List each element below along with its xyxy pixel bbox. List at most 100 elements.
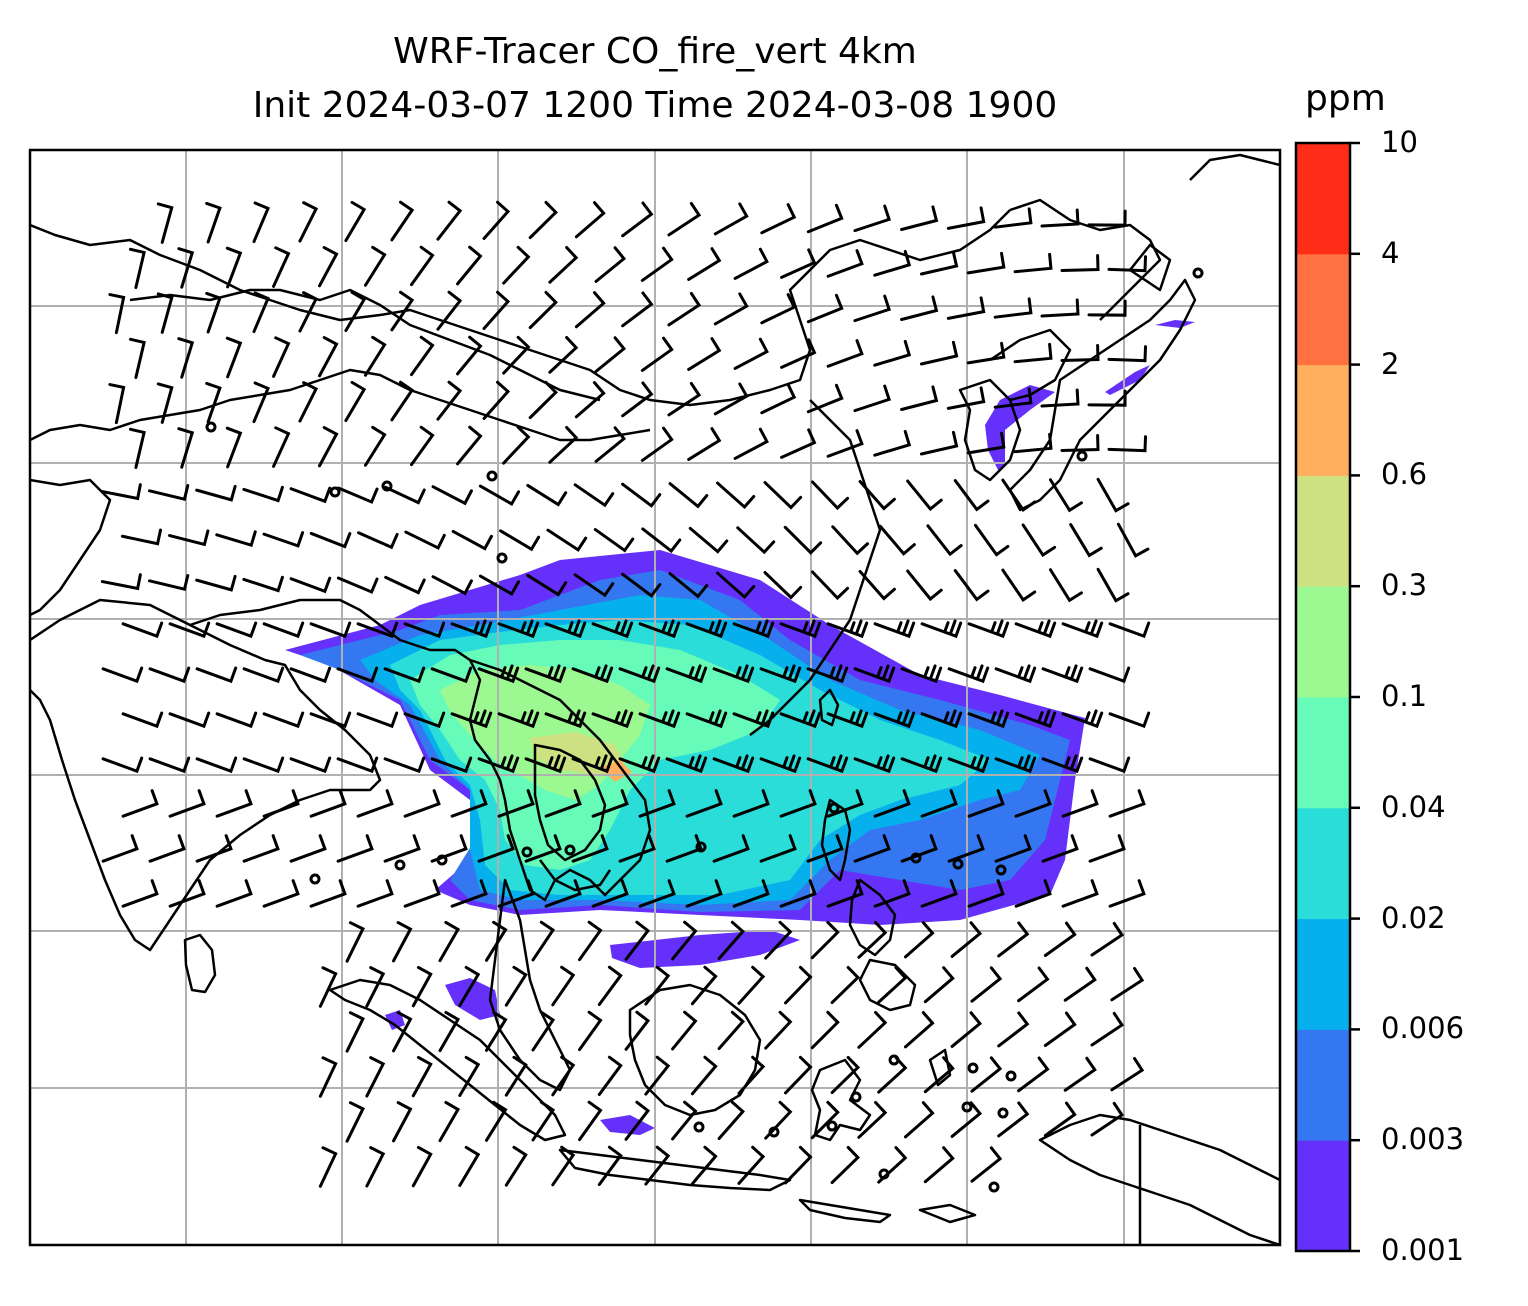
wind-barb [431, 575, 473, 596]
wind-barb [128, 337, 146, 380]
wind-barb [571, 664, 614, 684]
wind-barb [923, 966, 955, 1004]
map-frame [28, 148, 1282, 1247]
wind-barb [665, 664, 708, 684]
wind-barb [618, 754, 661, 774]
wind-barb [225, 426, 243, 469]
wind-barb [502, 425, 531, 465]
colorbar-segment [1296, 918, 1350, 1030]
wind-barb [242, 575, 284, 593]
wind-barb [780, 428, 817, 459]
wind-barb [665, 834, 703, 863]
wind-barb [597, 1145, 623, 1186]
wind-barb [317, 246, 339, 288]
wind-barb [1017, 1056, 1050, 1093]
wind-barb [384, 575, 426, 595]
wind-barb [477, 834, 515, 863]
wind-barb [571, 834, 609, 863]
wind-barb [826, 429, 864, 458]
wind-barb [262, 531, 305, 548]
wind-barb [1090, 921, 1125, 957]
wind-barb [621, 201, 654, 238]
wind-barb [903, 921, 935, 959]
wind-barb [853, 834, 891, 863]
wind-barb [877, 966, 908, 1004]
wind-barb [450, 789, 488, 818]
wind-barb [853, 754, 896, 774]
colorbar-tick-label: 0.001 [1381, 1233, 1465, 1267]
calm-marker [828, 802, 840, 814]
wind-barb [784, 1145, 813, 1185]
wind-barb [458, 1055, 481, 1097]
wind-barb [438, 920, 461, 963]
calm-marker [910, 852, 922, 864]
wind-barb [121, 789, 159, 818]
wind-barb [594, 246, 627, 283]
wind-barb [148, 756, 191, 774]
wind-barb [970, 1056, 1003, 1093]
wind-barb [100, 573, 142, 591]
wind-barb [156, 202, 174, 244]
wind-barb [1088, 756, 1131, 774]
wind-barb [1014, 789, 1052, 818]
wind-barb [502, 245, 531, 285]
wind-barb [195, 756, 238, 774]
wind-barb [108, 293, 126, 335]
wind-barb [900, 385, 939, 412]
wind-barb [733, 337, 769, 370]
wind-barb [764, 920, 793, 960]
wind-barb [574, 291, 606, 329]
wind-barb [318, 1146, 338, 1188]
calm-marker [1005, 1070, 1017, 1082]
wind-barb [853, 664, 896, 684]
wind-barb [667, 201, 702, 237]
wind-barb [262, 879, 300, 908]
wind-barb [594, 336, 627, 373]
wind-barb [551, 1145, 576, 1187]
wind-barb [685, 619, 728, 639]
wind-barb [873, 619, 916, 639]
wind-barb [946, 206, 986, 230]
wind-barb [383, 666, 426, 684]
moluccas [928, 1048, 952, 1087]
wind-barb [712, 754, 755, 774]
wind-barb [826, 879, 864, 908]
wind-barb [953, 479, 990, 512]
wind-barb [524, 664, 567, 684]
wind-barb [717, 1010, 745, 1051]
wind-barb [344, 200, 367, 243]
wind-barb [242, 834, 280, 863]
wind-barb [1040, 208, 1080, 228]
wind-barb [759, 664, 802, 684]
wind-barb [289, 834, 327, 863]
wind-barb [783, 525, 823, 555]
wind-barb [1017, 966, 1050, 1003]
wind-barb [365, 966, 386, 1008]
wind-barb [970, 1146, 1003, 1183]
new-guinea [1038, 1113, 1280, 1245]
wind-barb [365, 1056, 386, 1098]
wind-barb [205, 381, 222, 424]
wind-barb [544, 709, 587, 729]
wind-barb [531, 1010, 556, 1052]
wind-barb [764, 1010, 793, 1050]
wind-barb [873, 339, 912, 367]
wind-barb [363, 245, 387, 287]
wind-barb [450, 619, 493, 639]
wind-barb [431, 485, 473, 506]
wind-barb [810, 1010, 840, 1050]
wind-barb [1043, 1101, 1077, 1137]
wind-barb [262, 789, 300, 818]
wind-barb [392, 1011, 413, 1053]
wind-barb [482, 290, 511, 330]
wind-barb [830, 1055, 861, 1095]
wind-barb [403, 621, 446, 639]
colorbar-unit-label: ppm [1305, 78, 1386, 119]
wind-barb [906, 479, 943, 512]
wind-barb [497, 879, 535, 908]
wind-barb [737, 965, 766, 1005]
wind-barb [168, 879, 206, 908]
wind-barb [967, 619, 1010, 639]
coastlines-borders [30, 153, 1280, 1245]
calm-marker [693, 1121, 705, 1133]
